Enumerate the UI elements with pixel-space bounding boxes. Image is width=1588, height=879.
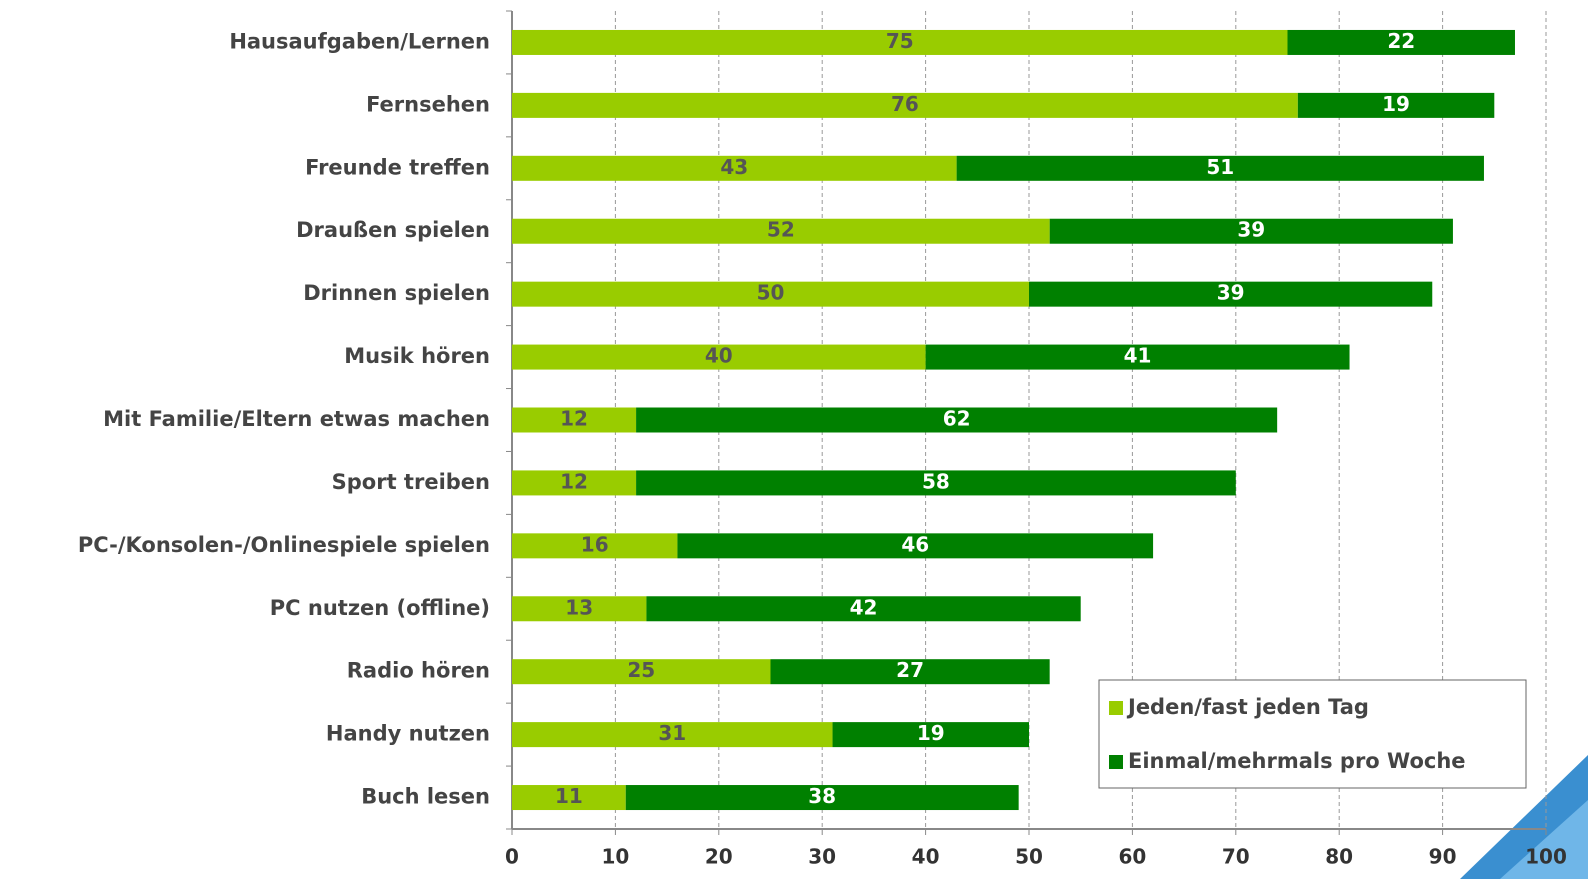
value-label: 41 <box>1124 344 1152 368</box>
x-tick-label: 60 <box>1118 845 1146 869</box>
x-tick-label: 100 <box>1525 845 1567 869</box>
value-label: 43 <box>720 155 748 179</box>
x-tick-label: 80 <box>1325 845 1353 869</box>
value-label: 52 <box>767 218 795 242</box>
category-label: Musik hören <box>344 344 490 368</box>
legend-box <box>1098 679 1527 789</box>
category-label: Handy nutzen <box>326 722 490 746</box>
value-label: 12 <box>560 407 588 431</box>
bar <box>512 92 1298 118</box>
bar <box>1029 281 1433 307</box>
bar <box>512 218 1050 244</box>
category-label: Drinnen spielen <box>303 281 490 305</box>
legend-swatch <box>1109 755 1123 769</box>
x-tick-label: 20 <box>705 845 733 869</box>
bar <box>512 344 926 370</box>
category-label: Fernsehen <box>366 92 490 116</box>
value-label: 51 <box>1206 155 1234 179</box>
legend-label: Einmal/mehrmals pro Woche <box>1128 749 1466 773</box>
x-tick-label: 70 <box>1222 845 1250 869</box>
category-label: Hausaufgaben/Lernen <box>229 29 490 53</box>
category-label: Freunde treffen <box>305 155 490 179</box>
bar <box>625 785 1019 811</box>
x-tick-label: 90 <box>1429 845 1457 869</box>
bar <box>636 407 1278 433</box>
bar <box>512 785 626 811</box>
bar <box>512 533 678 559</box>
value-label: 16 <box>581 532 609 556</box>
value-label: 19 <box>1382 92 1410 116</box>
category-label: Radio hören <box>347 659 490 683</box>
value-label: 13 <box>565 595 593 619</box>
value-label: 50 <box>757 281 785 305</box>
value-label: 39 <box>1237 218 1265 242</box>
value-label: 42 <box>850 595 878 619</box>
category-label: Buch lesen <box>361 785 490 809</box>
bar <box>646 596 1081 622</box>
value-label: 76 <box>891 92 919 116</box>
value-label: 19 <box>917 721 945 745</box>
bar <box>512 722 833 748</box>
x-tick-label: 40 <box>912 845 940 869</box>
x-tick-label: 30 <box>808 845 836 869</box>
value-label: 25 <box>627 658 655 682</box>
category-label: PC-/Konsolen-/Onlinespiele spielen <box>78 533 490 557</box>
bar <box>512 596 647 622</box>
bar <box>770 659 1050 685</box>
bar <box>512 407 637 433</box>
category-label: Sport treiben <box>332 470 490 494</box>
value-label: 40 <box>705 344 733 368</box>
value-label: 31 <box>658 721 686 745</box>
legend-label: Jeden/fast jeden Tag <box>1126 695 1369 719</box>
category-label: Draußen spielen <box>296 218 490 242</box>
value-label: 58 <box>922 469 950 493</box>
value-label: 38 <box>808 784 836 808</box>
category-label: Mit Familie/Eltern etwas machen <box>103 407 490 431</box>
legend-swatch <box>1109 701 1123 715</box>
value-label: 12 <box>560 469 588 493</box>
x-tick-label: 10 <box>601 845 629 869</box>
bar <box>512 155 957 181</box>
value-label: 27 <box>896 658 924 682</box>
bar <box>512 470 637 496</box>
bar <box>677 533 1154 559</box>
bar <box>512 29 1288 55</box>
bar <box>832 722 1029 748</box>
bar <box>1049 218 1453 244</box>
decoration <box>1500 800 1588 879</box>
bar <box>956 155 1484 181</box>
bar <box>925 344 1350 370</box>
x-tick-label: 50 <box>1015 845 1043 869</box>
value-label: 22 <box>1387 29 1415 53</box>
bar <box>512 659 771 685</box>
bar <box>1287 29 1515 55</box>
value-label: 11 <box>555 784 583 808</box>
bar <box>636 470 1236 496</box>
value-label: 62 <box>943 407 971 431</box>
bar <box>1297 92 1495 118</box>
value-label: 39 <box>1217 281 1245 305</box>
value-label: 46 <box>901 532 929 556</box>
category-label: PC nutzen (offline) <box>270 596 490 620</box>
bar <box>512 281 1029 307</box>
x-tick-label: 0 <box>505 845 519 869</box>
value-label: 75 <box>886 29 914 53</box>
